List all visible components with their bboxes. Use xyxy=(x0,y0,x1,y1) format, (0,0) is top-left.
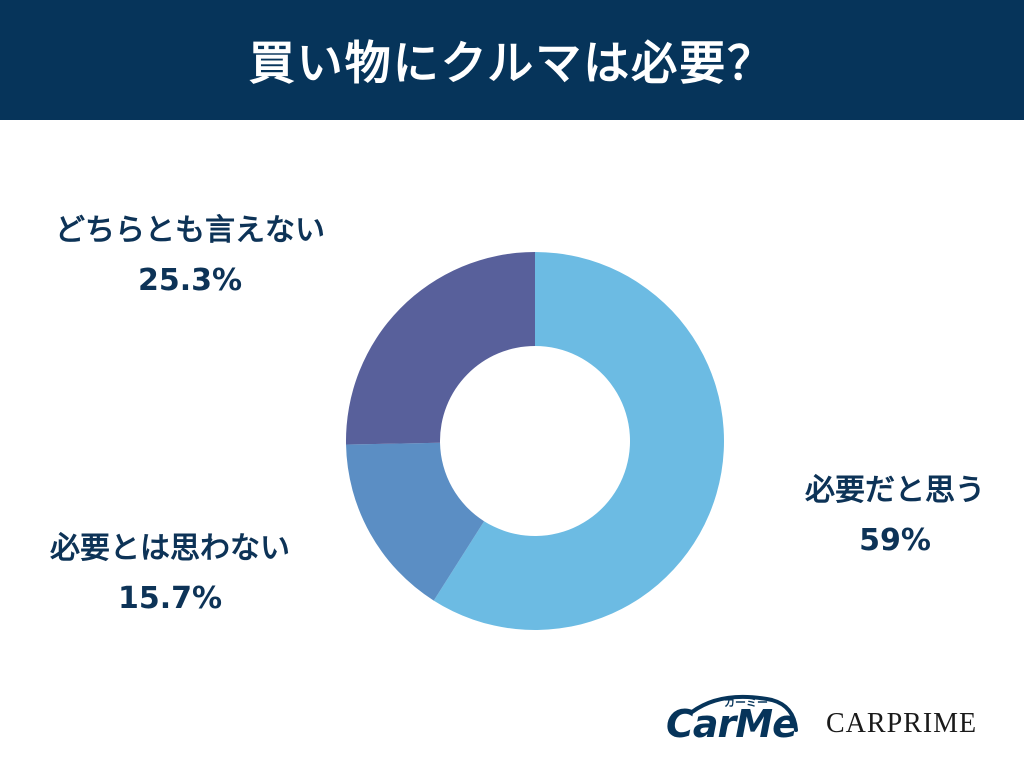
carme-kana: カーミー xyxy=(724,696,768,709)
carme-logo: カーミー CarMe xyxy=(662,690,802,754)
slice-necessary xyxy=(433,252,724,630)
carme-wordmark: CarMe xyxy=(666,702,798,746)
chart-title: 買い物にクルマは必要？ xyxy=(248,36,776,90)
label-necessary: 必要だと思う 59% xyxy=(770,466,1020,566)
label-neither-category: どちらとも言えない xyxy=(55,213,325,248)
slice-not-necessary xyxy=(346,442,485,601)
slice-neither xyxy=(346,252,535,445)
label-not-necessary: 必要とは思わない 15.7% xyxy=(10,524,330,624)
label-necessary-value: 59% xyxy=(859,523,931,558)
header-bar: 買い物にクルマは必要？ xyxy=(0,0,1024,120)
carme-car-outline-icon xyxy=(690,694,798,732)
label-not-necessary-value: 15.7% xyxy=(117,581,223,616)
label-necessary-category: 必要だと思う xyxy=(805,473,985,508)
label-not-necessary-category: 必要とは思わない xyxy=(50,531,290,566)
label-neither: どちらとも言えない 25.3% xyxy=(20,206,360,306)
label-neither-value: 25.3% xyxy=(137,263,243,298)
carprime-logo: CARPRIME xyxy=(826,708,978,739)
